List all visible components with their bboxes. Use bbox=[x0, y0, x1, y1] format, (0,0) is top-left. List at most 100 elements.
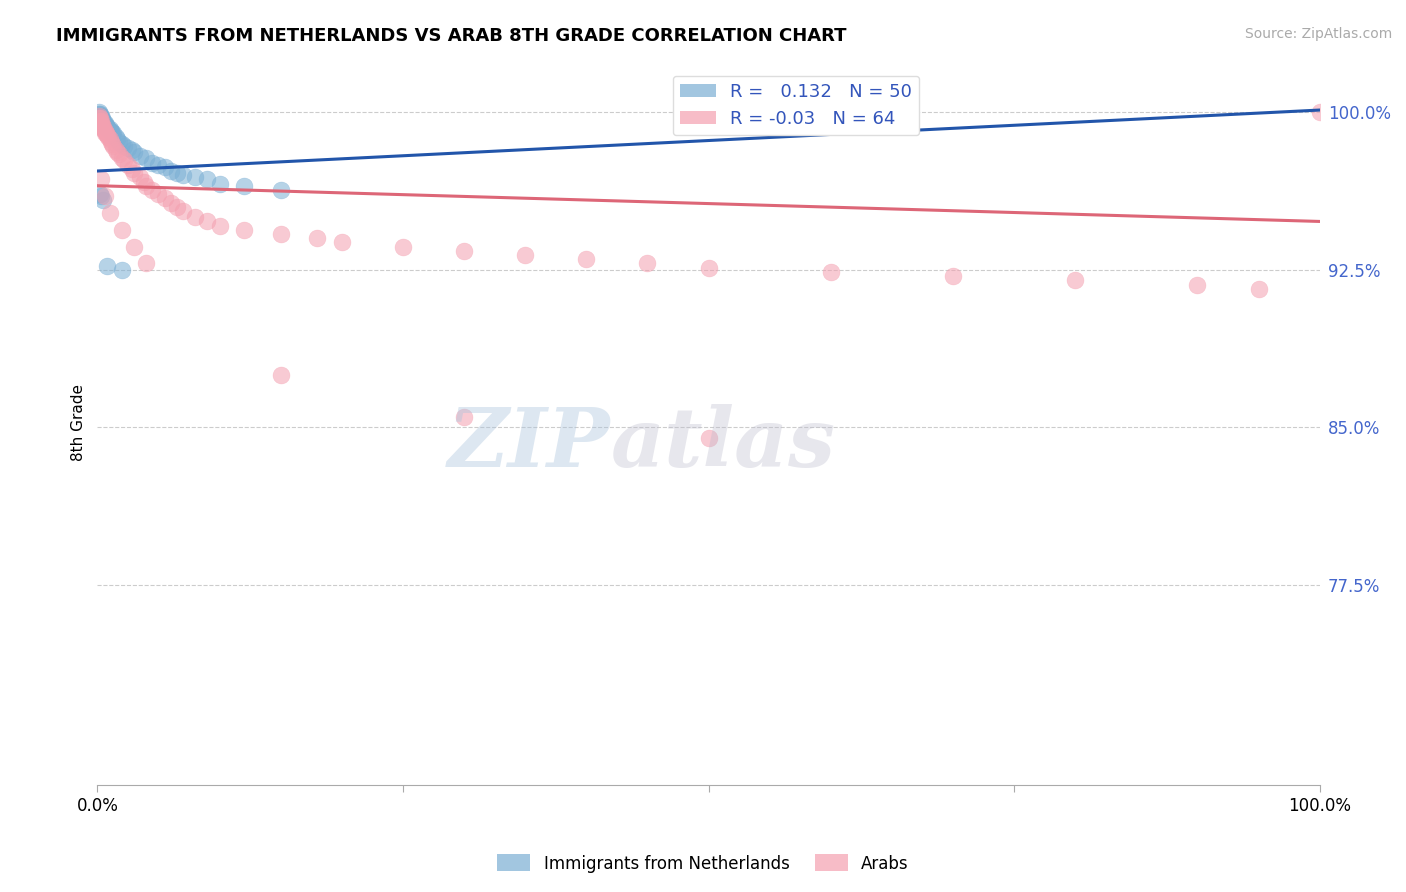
Point bbox=[820, 265, 842, 279]
Point bbox=[148, 158, 170, 172]
Point bbox=[87, 109, 110, 123]
Point bbox=[90, 172, 112, 186]
Point bbox=[129, 149, 152, 163]
Point bbox=[90, 109, 112, 123]
Point bbox=[159, 164, 181, 178]
Point bbox=[1309, 105, 1331, 120]
Point bbox=[129, 170, 152, 185]
Point bbox=[98, 206, 121, 220]
Point bbox=[330, 235, 353, 250]
Point bbox=[111, 262, 134, 277]
Point bbox=[121, 161, 143, 176]
Point bbox=[91, 113, 114, 128]
Point bbox=[112, 138, 135, 153]
Point bbox=[184, 211, 207, 225]
Point bbox=[93, 116, 115, 130]
Point bbox=[575, 252, 598, 267]
Point bbox=[93, 124, 115, 138]
Point bbox=[195, 172, 218, 186]
Point bbox=[93, 118, 115, 132]
Point bbox=[89, 109, 111, 123]
Point bbox=[89, 187, 111, 202]
Point bbox=[87, 107, 110, 121]
Point bbox=[97, 130, 120, 145]
Text: IMMIGRANTS FROM NETHERLANDS VS ARAB 8TH GRADE CORRELATION CHART: IMMIGRANTS FROM NETHERLANDS VS ARAB 8TH … bbox=[56, 27, 846, 45]
Point bbox=[94, 120, 117, 134]
Point bbox=[117, 158, 139, 172]
Point bbox=[93, 194, 115, 208]
Point bbox=[307, 231, 329, 245]
Point bbox=[90, 189, 112, 203]
Point bbox=[270, 227, 292, 241]
Point bbox=[91, 120, 114, 134]
Point bbox=[1247, 282, 1270, 296]
Point bbox=[117, 141, 139, 155]
Point bbox=[135, 152, 157, 166]
Point bbox=[98, 122, 121, 136]
Point bbox=[93, 189, 115, 203]
Point bbox=[172, 168, 194, 182]
Point bbox=[91, 112, 114, 126]
Point bbox=[96, 259, 118, 273]
Point bbox=[93, 116, 115, 130]
Point bbox=[89, 113, 111, 128]
Point bbox=[104, 143, 127, 157]
Text: ZIP: ZIP bbox=[449, 404, 610, 484]
Point bbox=[100, 124, 122, 138]
Point bbox=[942, 269, 965, 284]
Point bbox=[153, 191, 176, 205]
Point bbox=[153, 160, 176, 174]
Point bbox=[141, 155, 163, 169]
Point bbox=[104, 130, 127, 145]
Point bbox=[94, 118, 117, 132]
Point bbox=[270, 183, 292, 197]
Point bbox=[122, 240, 145, 254]
Point bbox=[93, 126, 115, 140]
Point bbox=[93, 113, 115, 128]
Point bbox=[90, 113, 112, 128]
Point bbox=[122, 166, 145, 180]
Point bbox=[184, 170, 207, 185]
Point bbox=[148, 187, 170, 202]
Point bbox=[166, 200, 188, 214]
Point bbox=[87, 105, 110, 120]
Point bbox=[697, 431, 720, 445]
Point bbox=[135, 178, 157, 193]
Point bbox=[90, 113, 112, 128]
Point bbox=[103, 138, 125, 153]
Point bbox=[112, 153, 135, 168]
Point bbox=[90, 112, 112, 126]
Point bbox=[111, 136, 134, 151]
Point bbox=[1064, 273, 1087, 287]
Point bbox=[89, 107, 111, 121]
Y-axis label: 8th Grade: 8th Grade bbox=[72, 384, 86, 460]
Point bbox=[105, 145, 128, 159]
Legend: Immigrants from Netherlands, Arabs: Immigrants from Netherlands, Arabs bbox=[491, 847, 915, 880]
Point bbox=[208, 219, 231, 233]
Point bbox=[111, 223, 134, 237]
Point bbox=[270, 368, 292, 382]
Legend: R =   0.132   N = 50, R = -0.03   N = 64: R = 0.132 N = 50, R = -0.03 N = 64 bbox=[672, 76, 920, 136]
Point bbox=[101, 126, 124, 140]
Point bbox=[101, 136, 124, 151]
Point bbox=[105, 132, 128, 146]
Point bbox=[122, 145, 145, 159]
Point bbox=[135, 256, 157, 270]
Point bbox=[195, 214, 218, 228]
Point bbox=[392, 240, 415, 254]
Point bbox=[93, 122, 115, 136]
Point bbox=[96, 128, 118, 143]
Point bbox=[93, 120, 115, 134]
Point bbox=[108, 135, 131, 149]
Point bbox=[141, 183, 163, 197]
Point bbox=[91, 118, 114, 132]
Point bbox=[208, 177, 231, 191]
Point bbox=[100, 135, 122, 149]
Point bbox=[1187, 277, 1209, 292]
Point bbox=[159, 195, 181, 210]
Point bbox=[87, 109, 110, 123]
Point bbox=[98, 124, 121, 138]
Point bbox=[108, 147, 131, 161]
Point bbox=[453, 409, 475, 424]
Point bbox=[94, 126, 117, 140]
